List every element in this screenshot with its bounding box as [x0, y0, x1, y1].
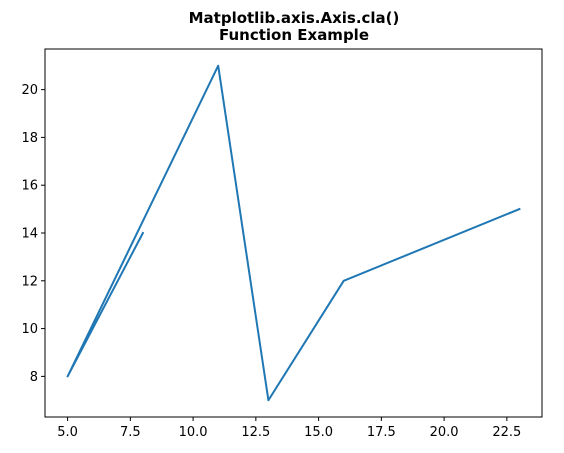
- x-axis: 5.0 7.5 10.0 12.5 15.0 17.5 20.0 22.5: [57, 417, 521, 440]
- y-tick-label: 20: [21, 83, 38, 98]
- y-axis: 8 10 12 14 16 18 20: [21, 83, 45, 385]
- data-point: [142, 232, 144, 234]
- plot-area: [66, 64, 521, 402]
- chart-title-line-1: Matplotlib.axis.Axis.cla(): [189, 9, 400, 27]
- y-tick-label: 18: [21, 131, 38, 146]
- x-tick-label: 10.0: [179, 425, 208, 440]
- data-point: [518, 208, 521, 210]
- y-tick-label: 14: [21, 227, 38, 242]
- data-point: [66, 375, 69, 378]
- y-tick-label: 12: [21, 274, 38, 289]
- y-tick-label: 8: [30, 370, 38, 385]
- y-tick-label: 10: [21, 322, 38, 337]
- x-tick-label: 22.5: [492, 425, 521, 440]
- x-tick-label: 12.5: [241, 425, 270, 440]
- x-tick-label: 15.0: [304, 425, 333, 440]
- x-tick-label: 17.5: [367, 425, 396, 440]
- data-point: [267, 399, 270, 402]
- data-point: [217, 64, 219, 67]
- y-tick-label: 16: [21, 179, 38, 194]
- x-tick-label: 5.0: [57, 425, 78, 440]
- data-point: [342, 279, 345, 282]
- x-tick-label: 7.5: [120, 425, 141, 440]
- axes-frame: [44, 48, 543, 418]
- series-line-0: [66, 64, 521, 402]
- x-tick-label: 20.0: [430, 425, 459, 440]
- chart-title-line-2: Function Example: [219, 26, 369, 44]
